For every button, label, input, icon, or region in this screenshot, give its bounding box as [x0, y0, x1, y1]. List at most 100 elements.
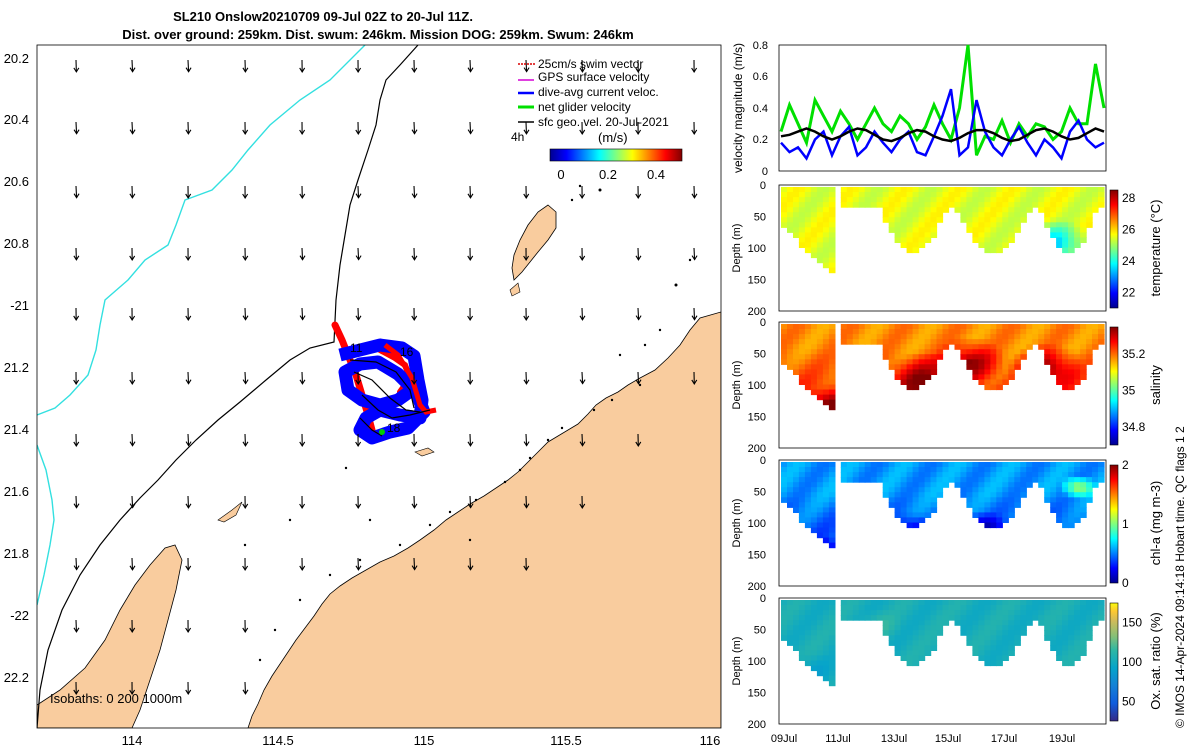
profile-cell	[810, 610, 818, 616]
profile-cell	[828, 472, 836, 478]
profile-cell	[924, 237, 932, 243]
profile-cell	[816, 324, 824, 330]
profile-cell	[804, 384, 812, 391]
profile-cell	[894, 334, 902, 340]
profile-cell	[1038, 605, 1045, 611]
profile-cell	[984, 512, 991, 518]
profile-cell	[787, 344, 794, 350]
profile-cell	[1086, 477, 1093, 483]
profile-cell	[1062, 344, 1069, 350]
profile-cell	[930, 635, 938, 641]
profile-cell	[1038, 202, 1045, 208]
profile-cell	[906, 660, 914, 667]
profile-cell	[798, 232, 806, 238]
profile-cell	[828, 329, 836, 335]
profile-cell	[912, 187, 920, 193]
profile-cell	[1008, 212, 1015, 218]
profile-cell	[906, 187, 914, 193]
profile-cell	[1008, 192, 1015, 198]
profile-cell	[864, 610, 872, 616]
profile-cell	[984, 222, 991, 228]
profile-cell	[900, 640, 908, 646]
profile-cell	[894, 227, 902, 233]
profile-cell	[894, 472, 902, 478]
profile-cell	[924, 187, 932, 193]
profile-cell	[966, 620, 973, 626]
profile-cell	[930, 329, 938, 335]
profile-cell	[1044, 339, 1051, 345]
profile-cell	[828, 187, 836, 193]
profile-cell	[810, 384, 818, 391]
profile-cell	[852, 472, 860, 478]
profile-cell	[810, 605, 818, 611]
profile-cell	[930, 600, 938, 606]
profile-cell	[781, 635, 788, 641]
current-arrow	[129, 495, 136, 509]
profile-cell	[822, 339, 830, 345]
profile-cell	[816, 527, 824, 534]
profile-cell	[942, 610, 950, 616]
current-arrow	[129, 185, 136, 199]
profile-cell	[882, 212, 890, 218]
profile-cell	[906, 655, 914, 661]
profile-cell	[924, 349, 932, 355]
profile-cell	[858, 477, 866, 483]
profile-cell	[1050, 197, 1057, 203]
profile-cell	[924, 482, 932, 488]
profile-cell	[954, 620, 962, 626]
profile-cell	[894, 222, 902, 228]
current-arrow	[242, 185, 249, 200]
profile-cell	[960, 600, 967, 606]
profile-cell	[960, 344, 967, 350]
profile-cell	[828, 507, 836, 513]
profile-cell	[1068, 217, 1075, 223]
profile-cell	[1062, 645, 1069, 651]
profile-cell	[918, 655, 926, 661]
profile-cell	[828, 369, 836, 375]
profile-cell	[978, 650, 985, 656]
profile-cell	[978, 477, 985, 483]
profile-cell	[870, 329, 878, 335]
profile-cell	[888, 600, 896, 606]
profile-cell	[876, 600, 884, 606]
profile-cell	[828, 502, 836, 508]
profile-cell	[918, 237, 926, 243]
profile-cell	[870, 615, 878, 621]
profile-cell	[822, 192, 830, 198]
profile-cell	[1002, 487, 1009, 493]
profile-cell	[966, 605, 973, 611]
profile-cell	[912, 487, 920, 493]
profile-cell	[978, 600, 985, 606]
profile-cell	[858, 610, 866, 616]
profile-cell	[996, 655, 1003, 661]
profile-cell	[942, 600, 950, 606]
profile-cell	[918, 197, 926, 203]
profile-cell	[990, 635, 997, 641]
profile-cell	[804, 645, 812, 651]
profile-cell	[787, 640, 794, 646]
profile-cell	[1014, 207, 1021, 213]
profile-cell	[912, 202, 920, 208]
profile-cell	[1014, 625, 1021, 631]
velocity-ytick: 0.8	[753, 40, 768, 52]
profile-cell	[924, 605, 932, 611]
current-arrow	[242, 59, 249, 73]
profile-cell	[972, 212, 979, 218]
profile-cell	[990, 625, 997, 631]
profile-cell	[1002, 187, 1009, 193]
profile-cell	[828, 620, 836, 626]
profile-cell	[1008, 497, 1015, 503]
profile-cell	[978, 207, 985, 213]
current-arrow	[523, 557, 530, 571]
profile-cell	[984, 349, 991, 355]
profile-cell	[1062, 600, 1069, 606]
profile-cell	[1002, 237, 1009, 243]
profile-cell	[996, 222, 1003, 228]
current-arrow	[691, 247, 698, 261]
profile-cell	[1068, 212, 1075, 218]
profile-cell	[804, 329, 812, 335]
profile-cell	[912, 467, 920, 473]
profile-cell	[1056, 354, 1063, 360]
profile-cell	[1002, 605, 1009, 611]
